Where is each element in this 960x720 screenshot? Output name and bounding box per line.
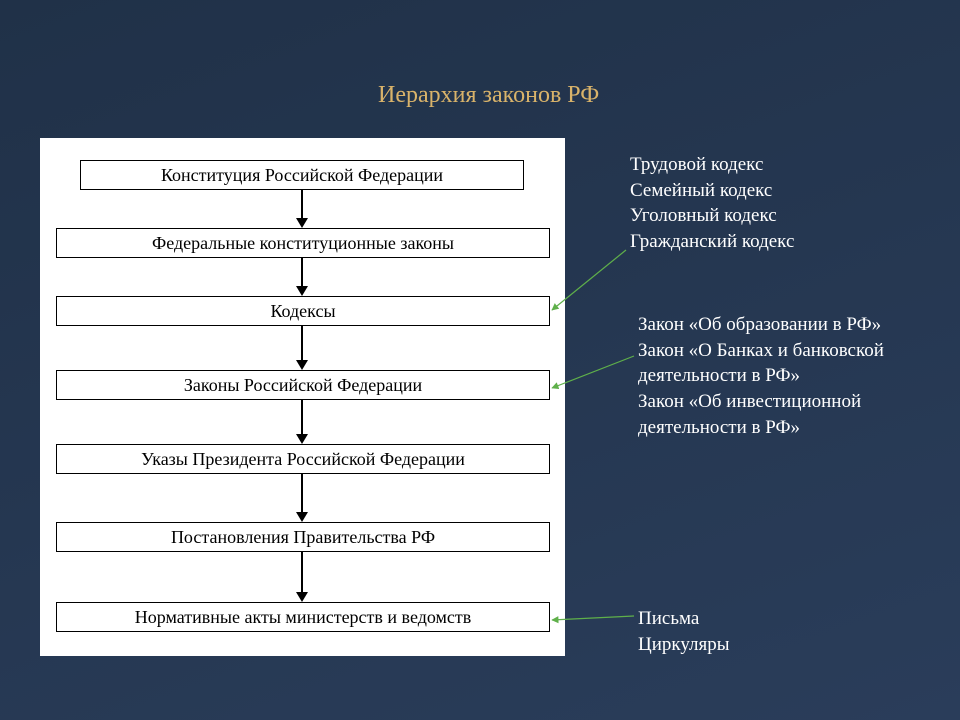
annotation-line: Закон «Об образовании в РФ» — [638, 312, 884, 338]
annotation-line: деятельности в РФ» — [638, 415, 884, 441]
flow-box-label: Конституция Российской Федерации — [161, 166, 443, 184]
flow-box: Постановления Правительства РФ — [56, 522, 550, 552]
flow-box: Федеральные конституционные законы — [56, 228, 550, 258]
flow-box: Конституция Российской Федерации — [80, 160, 524, 190]
annotation-line: Письма — [638, 606, 730, 632]
annotation-line: Семейный кодекс — [630, 178, 794, 204]
annotation-line: Уголовный кодекс — [630, 203, 794, 229]
flow-arrow-head — [296, 434, 308, 444]
annotation-line: Циркуляры — [638, 632, 730, 658]
flow-box: Указы Президента Российской Федерации — [56, 444, 550, 474]
flow-arrow — [301, 474, 303, 512]
annotation-line: Трудовой кодекс — [630, 152, 794, 178]
slide-title: Иерархия законов РФ — [378, 82, 599, 109]
annotation-line: Закон «О Банках и банковской — [638, 338, 884, 364]
annotation-block: Закон «Об образовании в РФ»Закон «О Банк… — [638, 312, 884, 440]
flow-arrow — [301, 400, 303, 434]
flow-arrow-head — [296, 360, 308, 370]
flow-box-label: Кодексы — [270, 302, 335, 320]
flow-box-label: Постановления Правительства РФ — [171, 528, 435, 546]
flow-arrow-head — [296, 512, 308, 522]
flow-arrow — [301, 190, 303, 218]
flow-box: Кодексы — [56, 296, 550, 326]
flow-arrow-head — [296, 592, 308, 602]
flow-box: Нормативные акты министерств и ведомств — [56, 602, 550, 632]
flow-arrow-head — [296, 218, 308, 228]
flow-box-label: Федеральные конституционные законы — [152, 234, 454, 252]
flow-arrow — [301, 326, 303, 360]
annotation-line: деятельности в РФ» — [638, 363, 884, 389]
flow-box-label: Указы Президента Российской Федерации — [141, 450, 465, 468]
flow-box-label: Законы Российской Федерации — [184, 376, 422, 394]
slide-title-text: Иерархия законов РФ — [378, 82, 599, 108]
annotation-block: ПисьмаЦиркуляры — [638, 606, 730, 657]
flow-box-label: Нормативные акты министерств и ведомств — [135, 608, 472, 626]
annotation-block: Трудовой кодексСемейный кодексУголовный … — [630, 152, 794, 255]
annotation-line: Закон «Об инвестиционной — [638, 389, 884, 415]
flow-arrow-head — [296, 286, 308, 296]
flow-arrow — [301, 552, 303, 592]
flow-arrow — [301, 258, 303, 286]
flow-box: Законы Российской Федерации — [56, 370, 550, 400]
slide-root: Иерархия законов РФ Конституция Российск… — [0, 0, 960, 720]
annotation-line: Гражданский кодекс — [630, 229, 794, 255]
